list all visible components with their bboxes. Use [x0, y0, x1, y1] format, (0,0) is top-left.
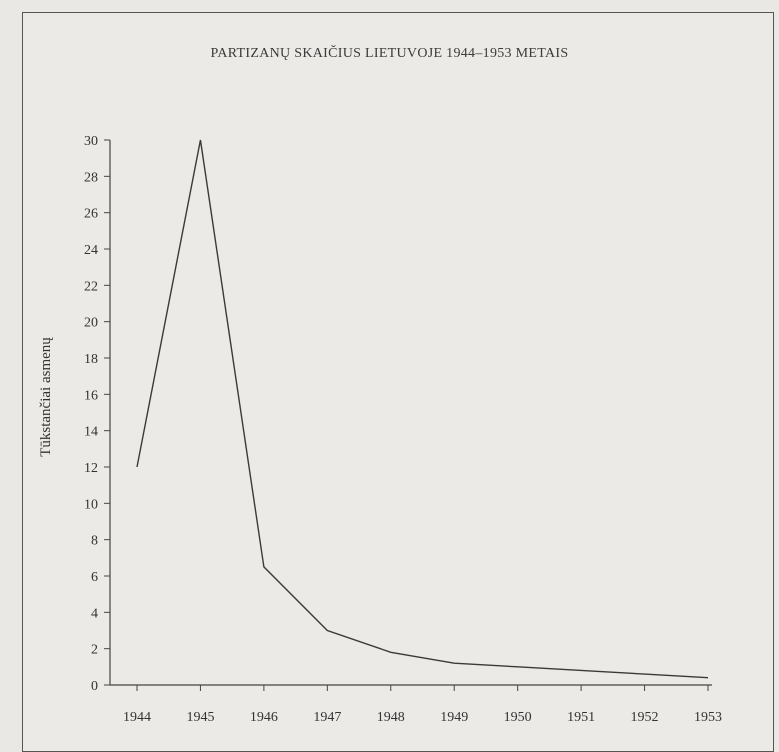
- x-tick-label: 1950: [504, 710, 532, 725]
- y-tick-label: 16: [84, 388, 98, 403]
- y-axis-title: Tūkstančiai asmenų: [38, 337, 54, 457]
- chart-title: PARTIZANŲ SKAIČIUS LIETUVOJE 1944–1953 M…: [210, 46, 569, 61]
- x-tick-label: 1952: [631, 710, 659, 725]
- y-tick-label: 12: [84, 461, 98, 476]
- x-tick-label: 1951: [567, 710, 595, 725]
- y-tick-label: 30: [84, 134, 98, 149]
- chart-frame: [22, 12, 774, 752]
- y-tick-label: 18: [84, 352, 98, 367]
- y-tick-label: 24: [84, 243, 98, 258]
- y-tick-label: 26: [84, 207, 98, 222]
- y-tick-label: 20: [84, 316, 98, 331]
- x-tick-label: 1949: [440, 710, 468, 725]
- x-tick-label: 1944: [123, 710, 151, 725]
- x-tick-label: 1953: [694, 710, 722, 725]
- series: [136, 139, 709, 679]
- x-tick-label: 1947: [313, 710, 341, 725]
- x-ticks: 1944 1945 1946 1947 1948 1949 1950 1951 1952 1953: [123, 685, 722, 725]
- y-tick-label: 14: [84, 425, 98, 440]
- y-tick-label: 28: [84, 170, 98, 185]
- axes: [109, 140, 712, 686]
- y-tick-label: 22: [84, 279, 98, 294]
- x-tick-label: 1945: [186, 710, 214, 725]
- series-line: [136, 139, 709, 679]
- y-tick-label: 4: [91, 606, 98, 621]
- y-tick-label: 2: [91, 643, 98, 658]
- y-tick-label: 10: [84, 497, 98, 512]
- y-tick-label: 6: [91, 570, 98, 585]
- y-tick-label: 8: [91, 534, 98, 549]
- x-tick-label: 1946: [250, 710, 278, 725]
- x-tick-label: 1948: [377, 710, 405, 725]
- y-tick-label: 0: [91, 679, 98, 694]
